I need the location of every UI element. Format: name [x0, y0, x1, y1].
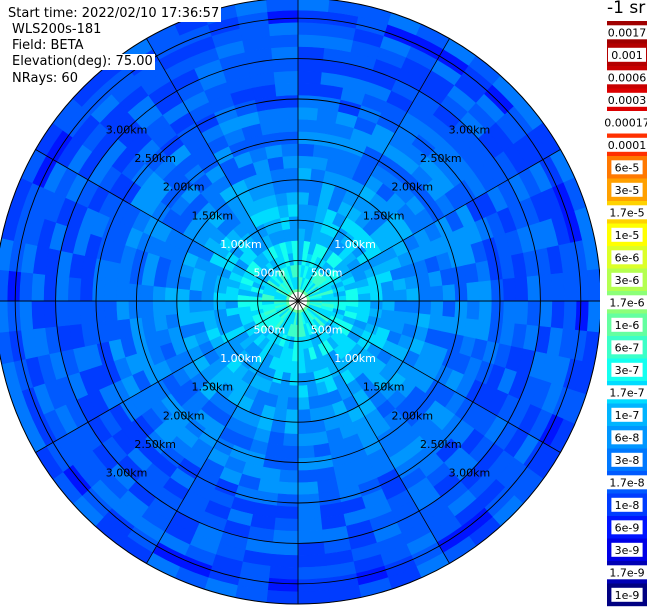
colorbar-label: 0.00017	[604, 116, 647, 129]
colorbar-level: 1e-5	[607, 223, 647, 247]
colorbar-units: -1 sr	[607, 0, 646, 18]
colorbar-label: 0.0003	[608, 94, 647, 107]
colorbar-label: 0.0017	[608, 26, 647, 39]
colorbar-level: 6e-6	[607, 246, 647, 269]
colorbar-label: 1e-9	[615, 589, 640, 602]
colorbar-level: 6e-7	[607, 336, 647, 359]
colorbar-label: 1.7e-6	[609, 296, 644, 309]
colorbar-level: 1e-9	[607, 583, 647, 607]
colorbar-label: 0.001	[611, 49, 643, 62]
colorbar-level: 6e-8	[607, 426, 647, 449]
colorbar-level: 1.7e-8	[604, 471, 647, 494]
colorbar-label: 3e-8	[615, 454, 640, 467]
colorbar-label: 1e-5	[615, 229, 640, 242]
ppi-scope: 500m1.00km1.50km2.00km2.50km3.00km500m1.…	[0, 0, 600, 605]
colorbar-label: 6e-8	[615, 431, 640, 444]
colorbar-level: 1.7e-6	[604, 291, 647, 314]
nrays-label: NRays: 60	[12, 71, 80, 87]
colorbar-level: 3e-8	[607, 448, 647, 472]
colorbar-level: 1e-8	[607, 493, 647, 517]
colorbar-label: 1.7e-9	[609, 566, 644, 579]
colorbar-label: 6e-6	[615, 251, 640, 264]
colorbar-level: 0.0001	[604, 133, 647, 157]
colorbar-level: 6e-5	[607, 156, 647, 179]
colorbar-label: 0.0001	[608, 139, 647, 152]
colorbar-level: 1e-7	[607, 403, 647, 427]
colorbar-label: 1.7e-8	[609, 476, 644, 489]
colorbar-label: 3e-7	[615, 364, 640, 377]
colorbar-level: 0.0017	[604, 21, 647, 44]
colorbar-label: 1e-8	[615, 499, 640, 512]
colorbar-label: 6e-7	[615, 341, 640, 354]
colorbar-label: 1.7e-7	[609, 386, 644, 399]
colorbar-level: 3e-9	[607, 538, 647, 562]
colorbar-label: 0.0006	[608, 71, 647, 84]
radar-gate	[297, 0, 330, 13]
colorbar-label: 6e-9	[615, 521, 640, 534]
colorbar-level: 3e-7	[607, 358, 647, 382]
colorbar-level: 1.7e-7	[604, 381, 647, 404]
instrument-label: WLS200s-181	[12, 22, 104, 38]
elevation-label: Elevation(deg): 75.00	[12, 54, 155, 70]
colorbar-label: 1.7e-5	[609, 206, 644, 219]
colorbar-level: 0.001	[607, 43, 647, 67]
colorbar-label: 3e-5	[615, 184, 640, 197]
colorbar-label: 3e-6	[615, 274, 640, 287]
colorbar-level: 1.7e-9	[604, 561, 647, 584]
colorbar-label: 6e-5	[615, 161, 640, 174]
colorbar-label: 1e-7	[615, 409, 640, 422]
field-label: Field: BETA	[12, 38, 86, 54]
colorbar-level: 3e-5	[607, 178, 647, 202]
colorbar-level: 6e-9	[607, 516, 647, 539]
colorbar-level: 0.0006	[604, 66, 647, 89]
radar-gates	[0, 0, 600, 605]
colorbar-level: 1.7e-5	[604, 201, 647, 224]
colorbar-label: 1e-6	[615, 319, 640, 332]
colorbar-level: 1e-6	[607, 313, 647, 337]
colorbar-level: 0.0003	[604, 88, 647, 112]
colorbar-level: 0.00017	[601, 111, 647, 134]
start-time-label: Start time: 2022/02/10 17:36:57	[8, 6, 222, 22]
colorbar-level: 3e-6	[607, 268, 647, 292]
colorbar-label: 3e-9	[615, 544, 640, 557]
